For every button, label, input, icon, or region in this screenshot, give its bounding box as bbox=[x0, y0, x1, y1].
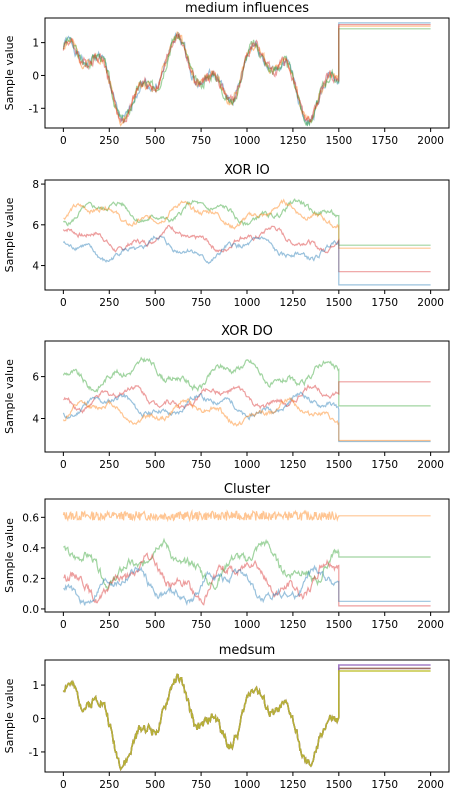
x-tick-label: 500 bbox=[145, 779, 165, 791]
plot-frame bbox=[44, 17, 450, 129]
subplot-3: XOR DO Sample value 0 250 500 750 1000 1250 1500… bbox=[3, 324, 450, 471]
x-tick-label: 500 bbox=[145, 459, 165, 471]
x-tick-label: 1500 bbox=[325, 135, 352, 147]
subplot-1: medium influences Sample value 0 250 500 750 1… bbox=[3, 1, 450, 147]
series-line-4 bbox=[62, 24, 431, 124]
x-tick-label: 2000 bbox=[417, 619, 444, 631]
x-tick-label: 500 bbox=[145, 619, 165, 631]
series-line-2 bbox=[63, 381, 431, 414]
series-line-3 bbox=[62, 391, 431, 443]
y-tick-label: 1 bbox=[32, 680, 39, 692]
x-tick-label: 1500 bbox=[325, 779, 352, 791]
x-tick-label: 1250 bbox=[280, 619, 307, 631]
x-tick-label: 2000 bbox=[417, 297, 444, 309]
series-line-2 bbox=[63, 198, 431, 249]
subplot-title: Cluster bbox=[224, 482, 271, 497]
series-line-2 bbox=[62, 664, 431, 772]
x-tick-label: 1000 bbox=[234, 459, 261, 471]
series-line-2 bbox=[63, 537, 431, 591]
x-tick-label: 1750 bbox=[371, 135, 398, 147]
series-line-3 bbox=[62, 224, 431, 273]
y-tick-label: 0.4 bbox=[22, 543, 39, 555]
subplot-title: XOR DO bbox=[221, 324, 273, 339]
x-tick-label: 2000 bbox=[417, 459, 444, 471]
subplot-5: medsum Sample value 0 250 500 750 1000 1250 1500… bbox=[3, 643, 450, 791]
y-axis-label: Sample value bbox=[3, 359, 16, 434]
x-tick-label: 0 bbox=[60, 135, 67, 147]
y-tick-label: 0 bbox=[32, 70, 39, 82]
y-tick-label: 4 bbox=[32, 413, 39, 425]
x-tick-label: 750 bbox=[191, 779, 211, 791]
plot-frame bbox=[44, 659, 450, 773]
x-tick-label: 250 bbox=[99, 459, 119, 471]
series-line-4 bbox=[62, 235, 431, 286]
y-tick-label: 1 bbox=[32, 38, 39, 50]
series-line-4 bbox=[63, 564, 431, 607]
x-tick-label: 250 bbox=[99, 297, 119, 309]
x-tick-label: 1250 bbox=[280, 459, 307, 471]
y-axis-label: Sample value bbox=[3, 678, 16, 753]
y-tick-label: 6 bbox=[32, 372, 39, 384]
y-tick-label: 0.2 bbox=[22, 573, 39, 585]
subplot-title: medium influences bbox=[185, 1, 309, 16]
x-tick-label: 750 bbox=[191, 459, 211, 471]
subplot-title: medsum bbox=[219, 643, 276, 658]
x-tick-label: 1750 bbox=[371, 459, 398, 471]
series-line-1 bbox=[63, 22, 431, 127]
x-tick-label: 1250 bbox=[280, 297, 307, 309]
series-line-1 bbox=[62, 198, 431, 246]
x-tick-label: 750 bbox=[191, 619, 211, 631]
x-tick-label: 1000 bbox=[234, 619, 261, 631]
x-tick-label: 250 bbox=[99, 779, 119, 791]
y-tick-label: -1 bbox=[29, 103, 39, 115]
x-tick-label: 1000 bbox=[234, 297, 261, 309]
x-tick-label: 2000 bbox=[417, 779, 444, 791]
x-tick-label: 0 bbox=[60, 459, 67, 471]
y-tick-label: 0 bbox=[32, 714, 39, 726]
x-tick-label: 0 bbox=[60, 779, 67, 791]
series-line-3 bbox=[63, 552, 431, 607]
y-tick-label: -1 bbox=[29, 747, 39, 759]
y-tick-label: 0.0 bbox=[22, 604, 39, 616]
series-line-4 bbox=[62, 397, 431, 442]
y-tick-label: 4 bbox=[32, 261, 39, 273]
x-tick-label: 250 bbox=[99, 619, 119, 631]
x-tick-label: 1000 bbox=[234, 779, 261, 791]
subplot-4: Cluster Sample value 0 250 500 750 1000 1250 150… bbox=[3, 482, 450, 631]
x-tick-label: 1750 bbox=[371, 297, 398, 309]
x-tick-label: 1000 bbox=[234, 135, 261, 147]
x-tick-label: 1500 bbox=[325, 297, 352, 309]
series-line-3 bbox=[62, 28, 431, 127]
y-tick-label: 0.6 bbox=[22, 512, 39, 524]
series-line-1 bbox=[62, 667, 431, 772]
series-line-1 bbox=[62, 508, 431, 523]
y-axis-label: Sample value bbox=[3, 35, 16, 110]
y-tick-label: 6 bbox=[32, 220, 39, 232]
y-axis-label: Sample value bbox=[3, 518, 16, 593]
x-tick-label: 1750 bbox=[371, 779, 398, 791]
series-line-3 bbox=[62, 670, 431, 772]
x-tick-label: 750 bbox=[191, 135, 211, 147]
x-tick-label: 0 bbox=[60, 619, 67, 631]
x-tick-label: 250 bbox=[99, 135, 119, 147]
x-tick-label: 1250 bbox=[280, 135, 307, 147]
x-tick-label: 1750 bbox=[371, 619, 398, 631]
series-line-1 bbox=[62, 356, 431, 407]
subplot-2: XOR IO Sample value 0 250 500 750 1000 1250 1500… bbox=[3, 163, 450, 309]
series-line-2 bbox=[62, 25, 431, 127]
x-tick-label: 1250 bbox=[280, 779, 307, 791]
x-tick-label: 500 bbox=[145, 297, 165, 309]
x-tick-label: 1500 bbox=[325, 619, 352, 631]
x-tick-label: 500 bbox=[145, 135, 165, 147]
y-axis-label: Sample value bbox=[3, 197, 16, 272]
x-tick-label: 1500 bbox=[325, 459, 352, 471]
plot-frame bbox=[44, 179, 450, 291]
x-tick-label: 0 bbox=[60, 297, 67, 309]
x-tick-label: 2000 bbox=[417, 135, 444, 147]
x-tick-label: 750 bbox=[191, 297, 211, 309]
subplot-title: XOR IO bbox=[224, 163, 270, 178]
y-tick-label: 8 bbox=[32, 179, 39, 191]
